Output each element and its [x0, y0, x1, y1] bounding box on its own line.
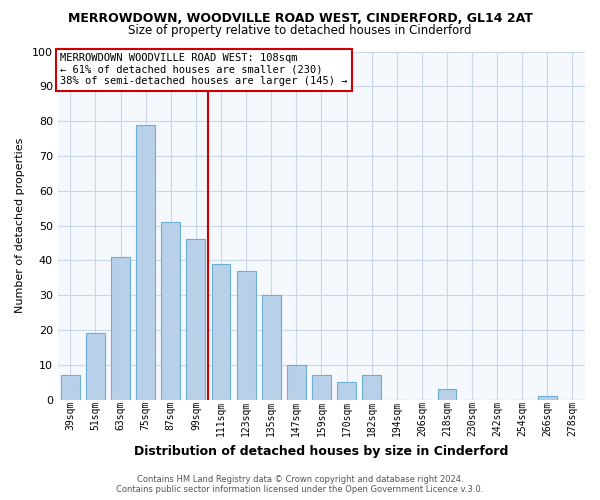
Text: Contains HM Land Registry data © Crown copyright and database right 2024.
Contai: Contains HM Land Registry data © Crown c… — [116, 474, 484, 494]
Bar — [187, 240, 205, 400]
Bar — [212, 264, 230, 400]
Text: Size of property relative to detached houses in Cinderford: Size of property relative to detached ho… — [128, 24, 472, 37]
Bar — [61, 375, 80, 400]
Bar — [236, 271, 256, 400]
Text: MERROWDOWN, WOODVILLE ROAD WEST, CINDERFORD, GL14 2AT: MERROWDOWN, WOODVILLE ROAD WEST, CINDERF… — [68, 12, 532, 26]
Bar — [111, 257, 130, 400]
Bar — [538, 396, 557, 400]
Y-axis label: Number of detached properties: Number of detached properties — [15, 138, 25, 313]
Text: MERROWDOWN WOODVILLE ROAD WEST: 108sqm
← 61% of detached houses are smaller (230: MERROWDOWN WOODVILLE ROAD WEST: 108sqm ←… — [61, 53, 348, 86]
Bar — [437, 389, 457, 400]
Bar — [136, 124, 155, 400]
Bar — [337, 382, 356, 400]
X-axis label: Distribution of detached houses by size in Cinderford: Distribution of detached houses by size … — [134, 444, 509, 458]
Bar — [287, 364, 306, 400]
Bar — [262, 295, 281, 400]
Bar — [362, 375, 381, 400]
Bar — [86, 334, 105, 400]
Bar — [312, 375, 331, 400]
Bar — [161, 222, 180, 400]
